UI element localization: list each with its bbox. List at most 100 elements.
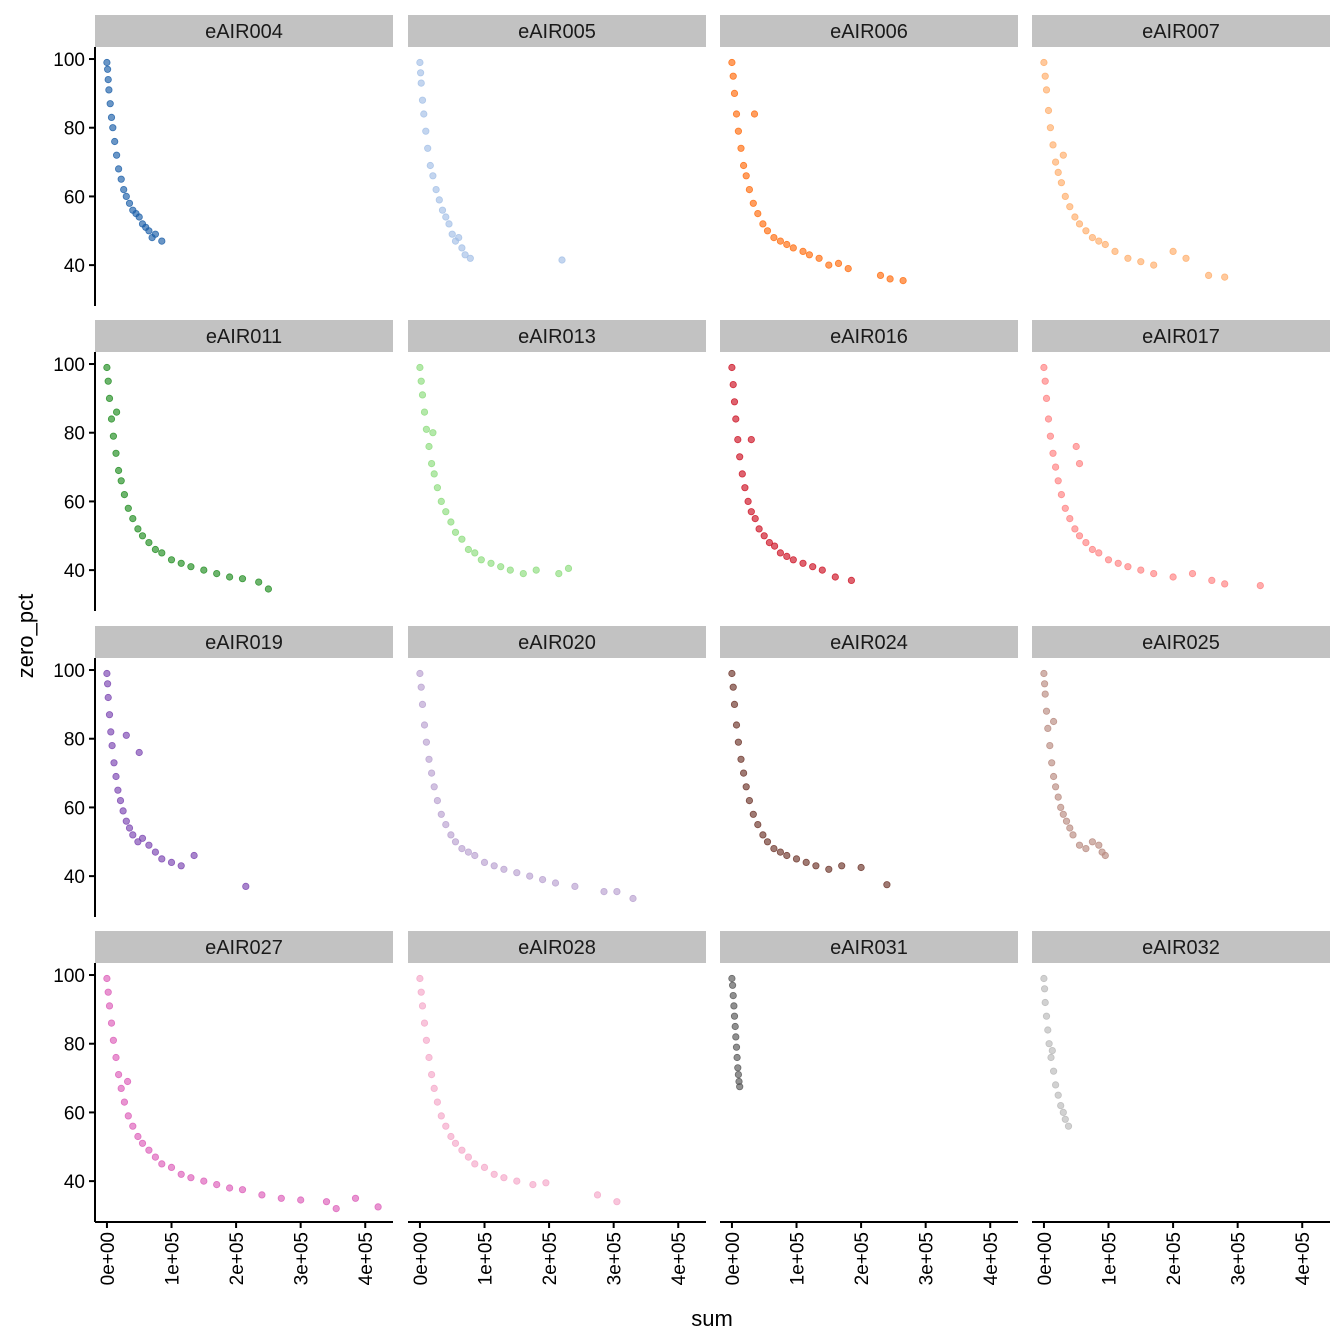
data-point xyxy=(437,810,445,818)
data-point xyxy=(747,435,755,444)
data-point xyxy=(739,769,748,777)
data-point xyxy=(416,363,424,372)
data-point xyxy=(1061,504,1069,512)
data-point xyxy=(1054,1091,1062,1099)
x-tick-label: 1e+05 xyxy=(476,1232,497,1285)
data-point xyxy=(464,1153,472,1161)
data-point xyxy=(732,1043,741,1051)
data-point xyxy=(765,538,774,547)
data-point xyxy=(1040,363,1048,372)
data-point xyxy=(112,449,120,457)
data-point xyxy=(426,161,434,170)
data-point xyxy=(417,683,425,691)
data-point xyxy=(158,237,166,245)
data-point xyxy=(783,851,791,860)
y-tick-label: 40 xyxy=(64,256,85,277)
data-point xyxy=(1044,106,1053,115)
data-point xyxy=(1044,1026,1052,1034)
data-point xyxy=(466,254,474,262)
y-tick-label: 80 xyxy=(64,119,85,140)
facet-label: eAIR031 xyxy=(830,937,908,959)
data-point xyxy=(1057,490,1066,499)
data-point xyxy=(737,144,745,152)
data-point xyxy=(1104,556,1113,564)
x-tick-label: 4e+05 xyxy=(356,1232,377,1285)
data-point xyxy=(737,755,745,763)
x-tick-label: 0e+00 xyxy=(1035,1232,1056,1285)
y-axis-title: zero_pct xyxy=(13,594,38,678)
data-point xyxy=(177,862,185,870)
facet-strip xyxy=(1032,15,1330,47)
data-point xyxy=(427,459,436,468)
facet-label: eAIR032 xyxy=(1142,937,1220,959)
data-point xyxy=(1046,124,1055,132)
facet-strip xyxy=(720,15,1018,47)
data-point xyxy=(734,738,743,746)
data-point xyxy=(571,882,579,891)
data-point xyxy=(763,227,772,235)
x-tick-label: 2e+05 xyxy=(540,1232,561,1285)
data-point xyxy=(258,1191,266,1199)
data-point xyxy=(770,542,779,550)
data-point xyxy=(745,796,754,805)
data-point xyxy=(734,435,742,444)
x-tick-label: 3e+05 xyxy=(605,1232,626,1285)
y-tick-label: 60 xyxy=(64,187,85,208)
y-tick-label: 40 xyxy=(64,561,85,582)
data-point xyxy=(825,261,833,269)
data-point xyxy=(755,525,763,533)
y-tick-label: 100 xyxy=(53,355,85,376)
data-point xyxy=(115,1071,123,1079)
data-point xyxy=(464,848,472,856)
data-point xyxy=(151,1153,159,1161)
data-point xyxy=(418,700,427,709)
data-point xyxy=(145,841,153,849)
data-point xyxy=(125,199,134,207)
data-point xyxy=(730,700,739,709)
data-point xyxy=(103,58,111,67)
facet-label: eAIR017 xyxy=(1142,326,1220,348)
data-point xyxy=(151,230,159,238)
data-point xyxy=(730,1012,739,1020)
data-point xyxy=(728,669,736,678)
data-point xyxy=(464,545,472,554)
data-point xyxy=(429,172,437,180)
data-point xyxy=(213,569,221,578)
data-point xyxy=(448,230,456,238)
data-point xyxy=(447,831,455,839)
data-point xyxy=(1057,179,1066,187)
data-point xyxy=(177,1170,185,1178)
data-point xyxy=(135,213,143,221)
data-point xyxy=(770,844,778,853)
data-point xyxy=(427,1071,436,1079)
data-point xyxy=(416,974,424,983)
data-point xyxy=(789,556,797,564)
data-point xyxy=(442,508,450,516)
data-point xyxy=(129,1122,137,1130)
data-point xyxy=(1041,72,1049,80)
data-point xyxy=(433,796,441,805)
data-point xyxy=(729,72,737,80)
data-point xyxy=(519,569,527,578)
data-point xyxy=(1044,724,1052,733)
data-point xyxy=(455,234,463,242)
data-point xyxy=(1069,831,1077,839)
x-tick-label: 4e+05 xyxy=(1293,1232,1314,1285)
data-point xyxy=(487,559,495,567)
facet-strip xyxy=(95,15,393,47)
data-point xyxy=(103,363,111,372)
data-point xyxy=(1050,1067,1058,1075)
data-point xyxy=(783,552,791,561)
data-point xyxy=(109,124,117,132)
data-point xyxy=(107,1019,116,1027)
data-point xyxy=(158,855,166,863)
facet-strip xyxy=(720,931,1018,963)
data-point xyxy=(736,453,744,461)
x-tick-label: 0e+00 xyxy=(723,1232,744,1285)
data-point xyxy=(802,858,810,867)
y-tick-label: 80 xyxy=(64,424,85,445)
data-point xyxy=(138,1139,147,1147)
data-point xyxy=(1054,477,1062,485)
data-point xyxy=(447,518,455,526)
data-point xyxy=(238,1186,247,1194)
